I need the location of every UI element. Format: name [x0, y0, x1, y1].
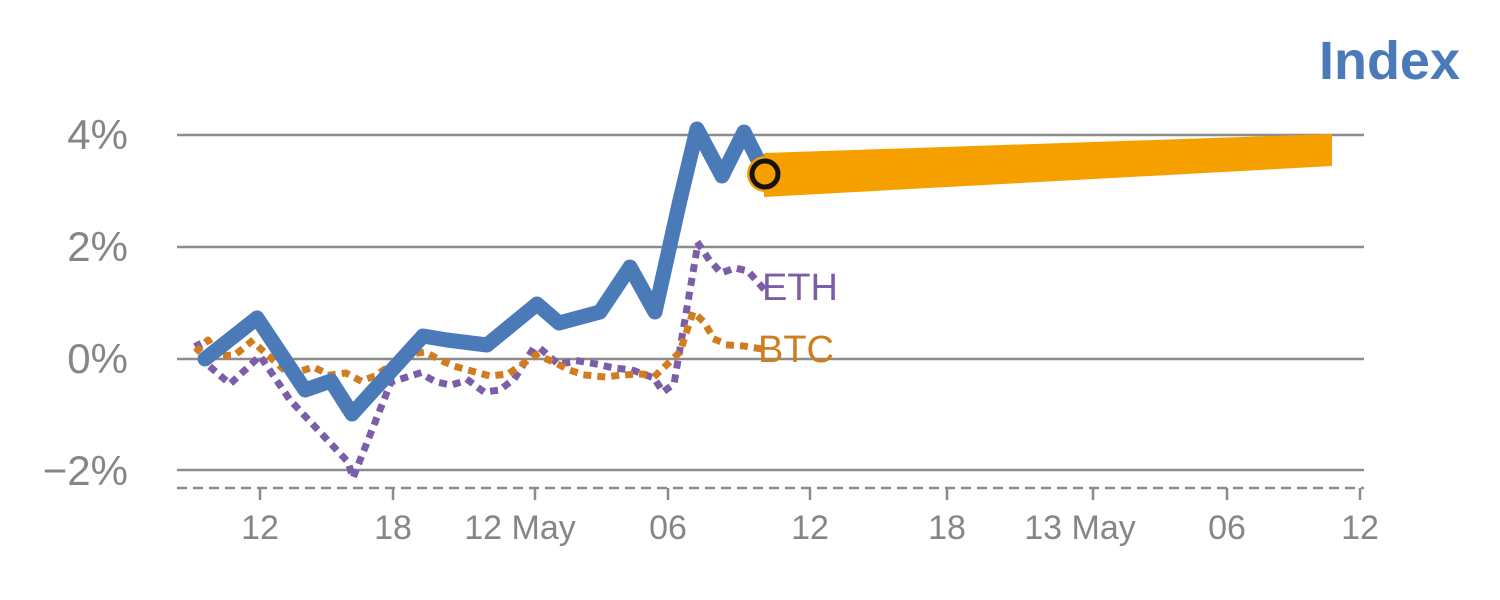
svg-text:BTC: BTC — [758, 329, 834, 371]
svg-text:ETH: ETH — [762, 267, 838, 309]
